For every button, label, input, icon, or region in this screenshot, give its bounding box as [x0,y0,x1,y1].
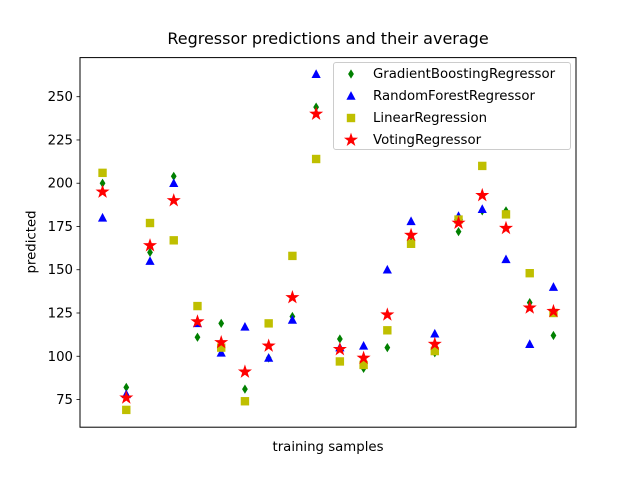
data-point-diamond [218,318,225,328]
data-point-diamond [336,334,343,344]
data-point-triangle-up [97,212,108,222]
data-point-triangle-up [287,315,298,324]
data-point-square [359,360,368,370]
data-point-square [240,397,250,406]
chart-title: Regressor predictions and their average [167,29,489,48]
axes-frame [79,57,577,428]
data-point-triangle-up [477,204,487,213]
data-point-square [288,251,297,261]
data-point-triangle-up [430,328,440,338]
data-point-square [98,168,107,178]
data-point-triangle-up [264,353,274,362]
y-tick-label: 75 [56,393,73,408]
legend: GradientBoostingRegressor RandomForestRe… [333,62,571,150]
legend-label: GradientBoostingRegressor [373,66,556,82]
data-point-square [383,326,392,335]
y-tick-label: 150 [48,263,73,278]
data-point-triangle-up [548,282,559,291]
x-axis-label: training samples [272,440,384,455]
data-point-square [525,269,534,278]
data-point-star [522,300,537,314]
data-point-square [430,346,439,356]
data-point-diamond [170,171,177,181]
data-point-star [475,187,490,202]
legend-item-linear-regression: LinearRegression [334,107,570,129]
data-point-star [309,106,324,120]
legend-item-gradient-boosting: GradientBoostingRegressor [334,63,570,85]
data-point-square [501,210,511,219]
data-point-square [311,154,321,164]
square-marker-icon [346,113,356,123]
star-marker-icon [343,132,359,146]
y-tick-label: 100 [48,350,73,365]
data-point-star [214,335,229,349]
data-point-square [122,405,131,415]
data-point-triangle-up [406,216,416,226]
data-point-star [546,303,561,318]
data-point-square [264,319,273,328]
data-point-star [166,193,181,207]
y-tick-label: 175 [48,220,73,235]
data-point-square [169,236,178,245]
triangle-marker-icon [346,91,356,100]
data-point-triangle-up [240,321,250,331]
data-point-square [478,161,487,171]
data-point-diamond [123,382,130,393]
data-point-star [261,338,276,352]
data-point-square [335,357,345,366]
data-point-star [498,220,514,235]
y-tick-label: 125 [48,306,73,321]
data-point-diamond [147,247,153,258]
legend-item-random-forest: RandomForestRegressor [334,85,570,107]
data-point-triangle-up [145,256,155,265]
data-point-star [285,290,300,304]
data-point-triangle-up [169,178,179,188]
data-point-star [95,184,110,198]
data-point-square [145,218,155,228]
data-point-star [190,314,205,328]
y-tick-label: 250 [48,90,73,105]
data-point-diamond [194,332,201,342]
data-point-square [193,301,202,311]
data-point-triangle-up [358,340,369,350]
data-point-star [404,227,419,242]
data-point-triangle-up [216,347,226,357]
diamond-marker-icon [348,69,354,79]
data-point-triangle-up [501,254,511,264]
data-point-star [451,215,466,230]
data-point-diamond [242,384,248,394]
legend-label: VotingRegressor [373,132,482,148]
data-point-star [356,350,371,364]
data-point-star [142,238,158,252]
y-tick-label: 225 [48,133,73,148]
data-point-star [332,341,347,356]
data-point-diamond [550,330,557,341]
data-point-star [237,364,252,378]
legend-label: RandomForestRegressor [373,88,535,104]
legend-item-voting-regressor: VotingRegressor [334,129,570,151]
data-point-star [427,336,442,351]
data-point-triangle-up [382,264,392,274]
data-point-diamond [455,227,462,237]
data-point-diamond [384,343,391,353]
data-point-triangle-up [525,339,535,348]
data-point-star [119,390,134,404]
data-point-square [406,239,416,248]
y-tick-label: 200 [48,177,73,192]
data-point-diamond [99,178,106,188]
data-point-triangle-up [311,69,321,79]
legend-label: LinearRegression [373,110,488,126]
data-point-star [380,307,395,321]
